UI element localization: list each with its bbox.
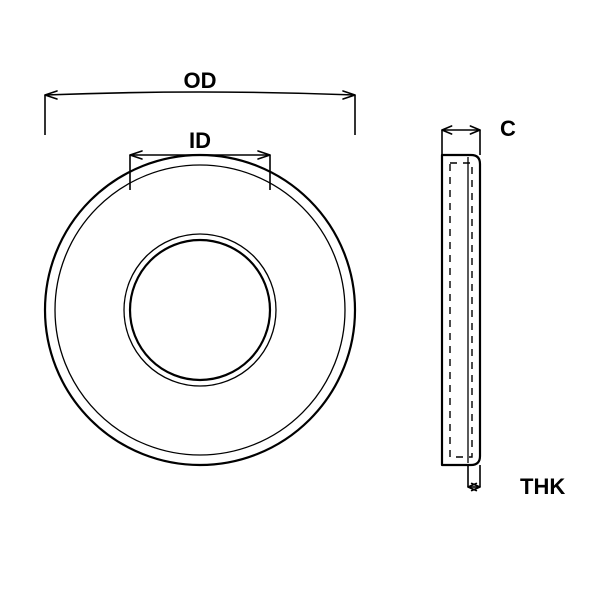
label-c: C: [500, 116, 516, 141]
front-view: [45, 155, 355, 465]
label-id: ID: [189, 128, 211, 153]
label-thk: THK: [520, 474, 565, 499]
inner-diameter-circle: [130, 240, 270, 380]
side-outline: [442, 155, 480, 465]
side-view: [442, 155, 480, 465]
label-od: OD: [184, 68, 217, 93]
